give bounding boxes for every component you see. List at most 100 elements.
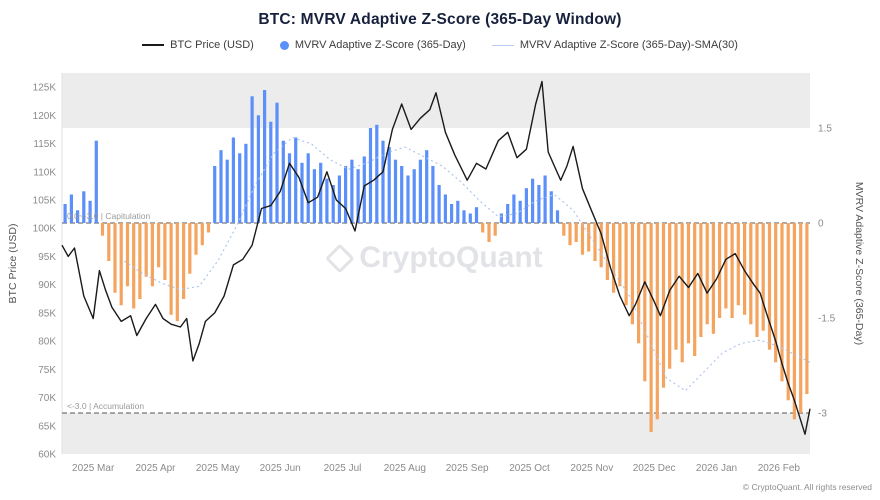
z-score-bar[interactable] xyxy=(450,204,454,223)
z-score-bar[interactable] xyxy=(618,223,622,287)
z-score-bar[interactable] xyxy=(680,223,684,363)
z-score-bar[interactable] xyxy=(418,159,422,223)
zscore-sma-line[interactable] xyxy=(123,136,811,392)
z-score-bar[interactable] xyxy=(543,175,547,224)
z-score-bar[interactable] xyxy=(493,223,497,236)
legend-item-btc-price[interactable]: BTC Price (USD) xyxy=(142,39,254,51)
z-score-bar[interactable] xyxy=(780,223,784,382)
z-score-bar[interactable] xyxy=(400,166,404,223)
z-score-bar[interactable] xyxy=(655,223,659,420)
z-score-bar[interactable] xyxy=(244,143,248,223)
z-score-bar[interactable] xyxy=(774,223,778,363)
z-score-bar[interactable] xyxy=(580,223,585,255)
z-score-bar[interactable] xyxy=(368,128,373,223)
z-score-bar[interactable] xyxy=(499,213,503,224)
z-score-bar[interactable] xyxy=(468,213,472,224)
z-score-bar[interactable] xyxy=(805,223,809,394)
z-score-bar[interactable] xyxy=(263,90,267,223)
z-score-bar[interactable] xyxy=(649,223,653,432)
z-score-bar[interactable] xyxy=(437,185,441,223)
z-score-bar[interactable] xyxy=(231,137,235,224)
z-score-bar[interactable] xyxy=(163,223,167,280)
z-score-bar[interactable] xyxy=(269,121,273,223)
z-score-bar[interactable] xyxy=(718,223,722,318)
z-score-bar[interactable] xyxy=(82,191,86,223)
z-score-bar[interactable] xyxy=(456,200,460,223)
z-score-bar[interactable] xyxy=(574,223,578,242)
z-score-bar[interactable] xyxy=(393,159,398,223)
z-score-bar[interactable] xyxy=(562,223,566,236)
z-score-bar[interactable] xyxy=(537,185,541,223)
z-score-bar[interactable] xyxy=(350,159,354,223)
z-score-bar[interactable] xyxy=(132,223,136,309)
z-score-bar[interactable] xyxy=(531,178,535,223)
chart-canvas[interactable]: 60K 65K 70K 75K 80K 85K 90K 95K 100K 105K 110K 115K… xyxy=(0,58,880,488)
z-score-bar[interactable] xyxy=(730,223,734,318)
z-score-bar[interactable] xyxy=(287,153,292,223)
z-score-bar[interactable] xyxy=(431,166,435,223)
z-score-bar[interactable] xyxy=(331,185,335,223)
z-score-bar[interactable] xyxy=(593,223,597,261)
z-score-bar[interactable] xyxy=(637,223,641,344)
z-score-bar[interactable] xyxy=(387,147,391,223)
z-score-bar[interactable] xyxy=(786,223,790,401)
z-score-bar[interactable] xyxy=(799,223,803,413)
z-score-bar[interactable] xyxy=(506,204,510,223)
z-score-bar[interactable] xyxy=(312,169,316,223)
z-score-bar[interactable] xyxy=(125,223,130,287)
z-score-bar[interactable] xyxy=(406,175,410,224)
z-score-bar[interactable] xyxy=(612,223,616,293)
z-score-bar[interactable] xyxy=(755,223,759,337)
z-score-bar[interactable] xyxy=(705,223,709,325)
z-score-bar[interactable] xyxy=(150,223,154,287)
z-score-bar[interactable] xyxy=(555,210,560,223)
z-score-bar[interactable] xyxy=(568,223,572,246)
z-score-bar[interactable] xyxy=(356,169,360,223)
z-score-bar[interactable] xyxy=(94,140,98,223)
z-score-bar[interactable] xyxy=(693,223,697,356)
z-score-bar[interactable] xyxy=(175,223,179,322)
z-score-bar[interactable] xyxy=(100,223,105,236)
z-score-bar[interactable] xyxy=(219,150,223,223)
z-score-bar[interactable] xyxy=(250,96,254,223)
z-score-bar[interactable] xyxy=(674,223,678,350)
z-score-bar[interactable] xyxy=(686,223,691,344)
z-score-bar[interactable] xyxy=(362,156,366,224)
z-score-bar[interactable] xyxy=(294,137,298,224)
z-score-bar[interactable] xyxy=(275,102,279,223)
z-score-bar[interactable] xyxy=(443,194,447,224)
z-score-bar[interactable] xyxy=(144,223,148,277)
z-score-bar[interactable] xyxy=(194,223,198,255)
z-score-bar[interactable] xyxy=(724,223,728,309)
z-score-bar[interactable] xyxy=(792,223,796,420)
z-score-bar[interactable] xyxy=(138,223,142,299)
z-score-bar[interactable] xyxy=(624,223,628,306)
btc-price-line[interactable] xyxy=(61,80,811,435)
z-score-bar[interactable] xyxy=(605,223,609,280)
z-score-bar[interactable] xyxy=(206,223,211,233)
z-score-bar[interactable] xyxy=(306,153,310,223)
z-score-bar[interactable] xyxy=(487,223,491,242)
legend-item-zscore-sma[interactable]: MVRV Adaptive Z-Score (365-Day)-SMA(30) xyxy=(491,39,738,51)
z-score-bar[interactable] xyxy=(749,223,753,325)
legend-item-zscore[interactable]: MVRV Adaptive Z-Score (365-Day) xyxy=(279,39,466,51)
z-score-bar[interactable] xyxy=(711,223,715,334)
z-score-bar[interactable] xyxy=(524,188,528,223)
z-score-bar[interactable] xyxy=(412,169,416,223)
z-score-bar[interactable] xyxy=(344,166,348,223)
z-score-bar[interactable] xyxy=(587,223,591,252)
z-score-bar[interactable] xyxy=(767,223,772,350)
z-score-bar[interactable] xyxy=(300,162,304,223)
z-score-bar[interactable] xyxy=(225,159,229,223)
z-score-bar[interactable] xyxy=(599,223,603,268)
z-score-bar[interactable] xyxy=(474,207,479,223)
z-score-bar[interactable] xyxy=(375,124,379,223)
z-score-bar[interactable] xyxy=(761,223,765,331)
z-score-bar[interactable] xyxy=(200,223,204,246)
z-score-bar[interactable] xyxy=(256,115,260,223)
z-score-bar[interactable] xyxy=(481,223,485,233)
z-score-bar[interactable] xyxy=(743,223,747,315)
z-score-bar[interactable] xyxy=(169,223,173,315)
z-score-bar[interactable] xyxy=(107,223,111,261)
chart-svg[interactable]: 60K 65K 70K 75K 80K 85K 90K 95K 100K 105K 110K 115K… xyxy=(0,58,880,488)
